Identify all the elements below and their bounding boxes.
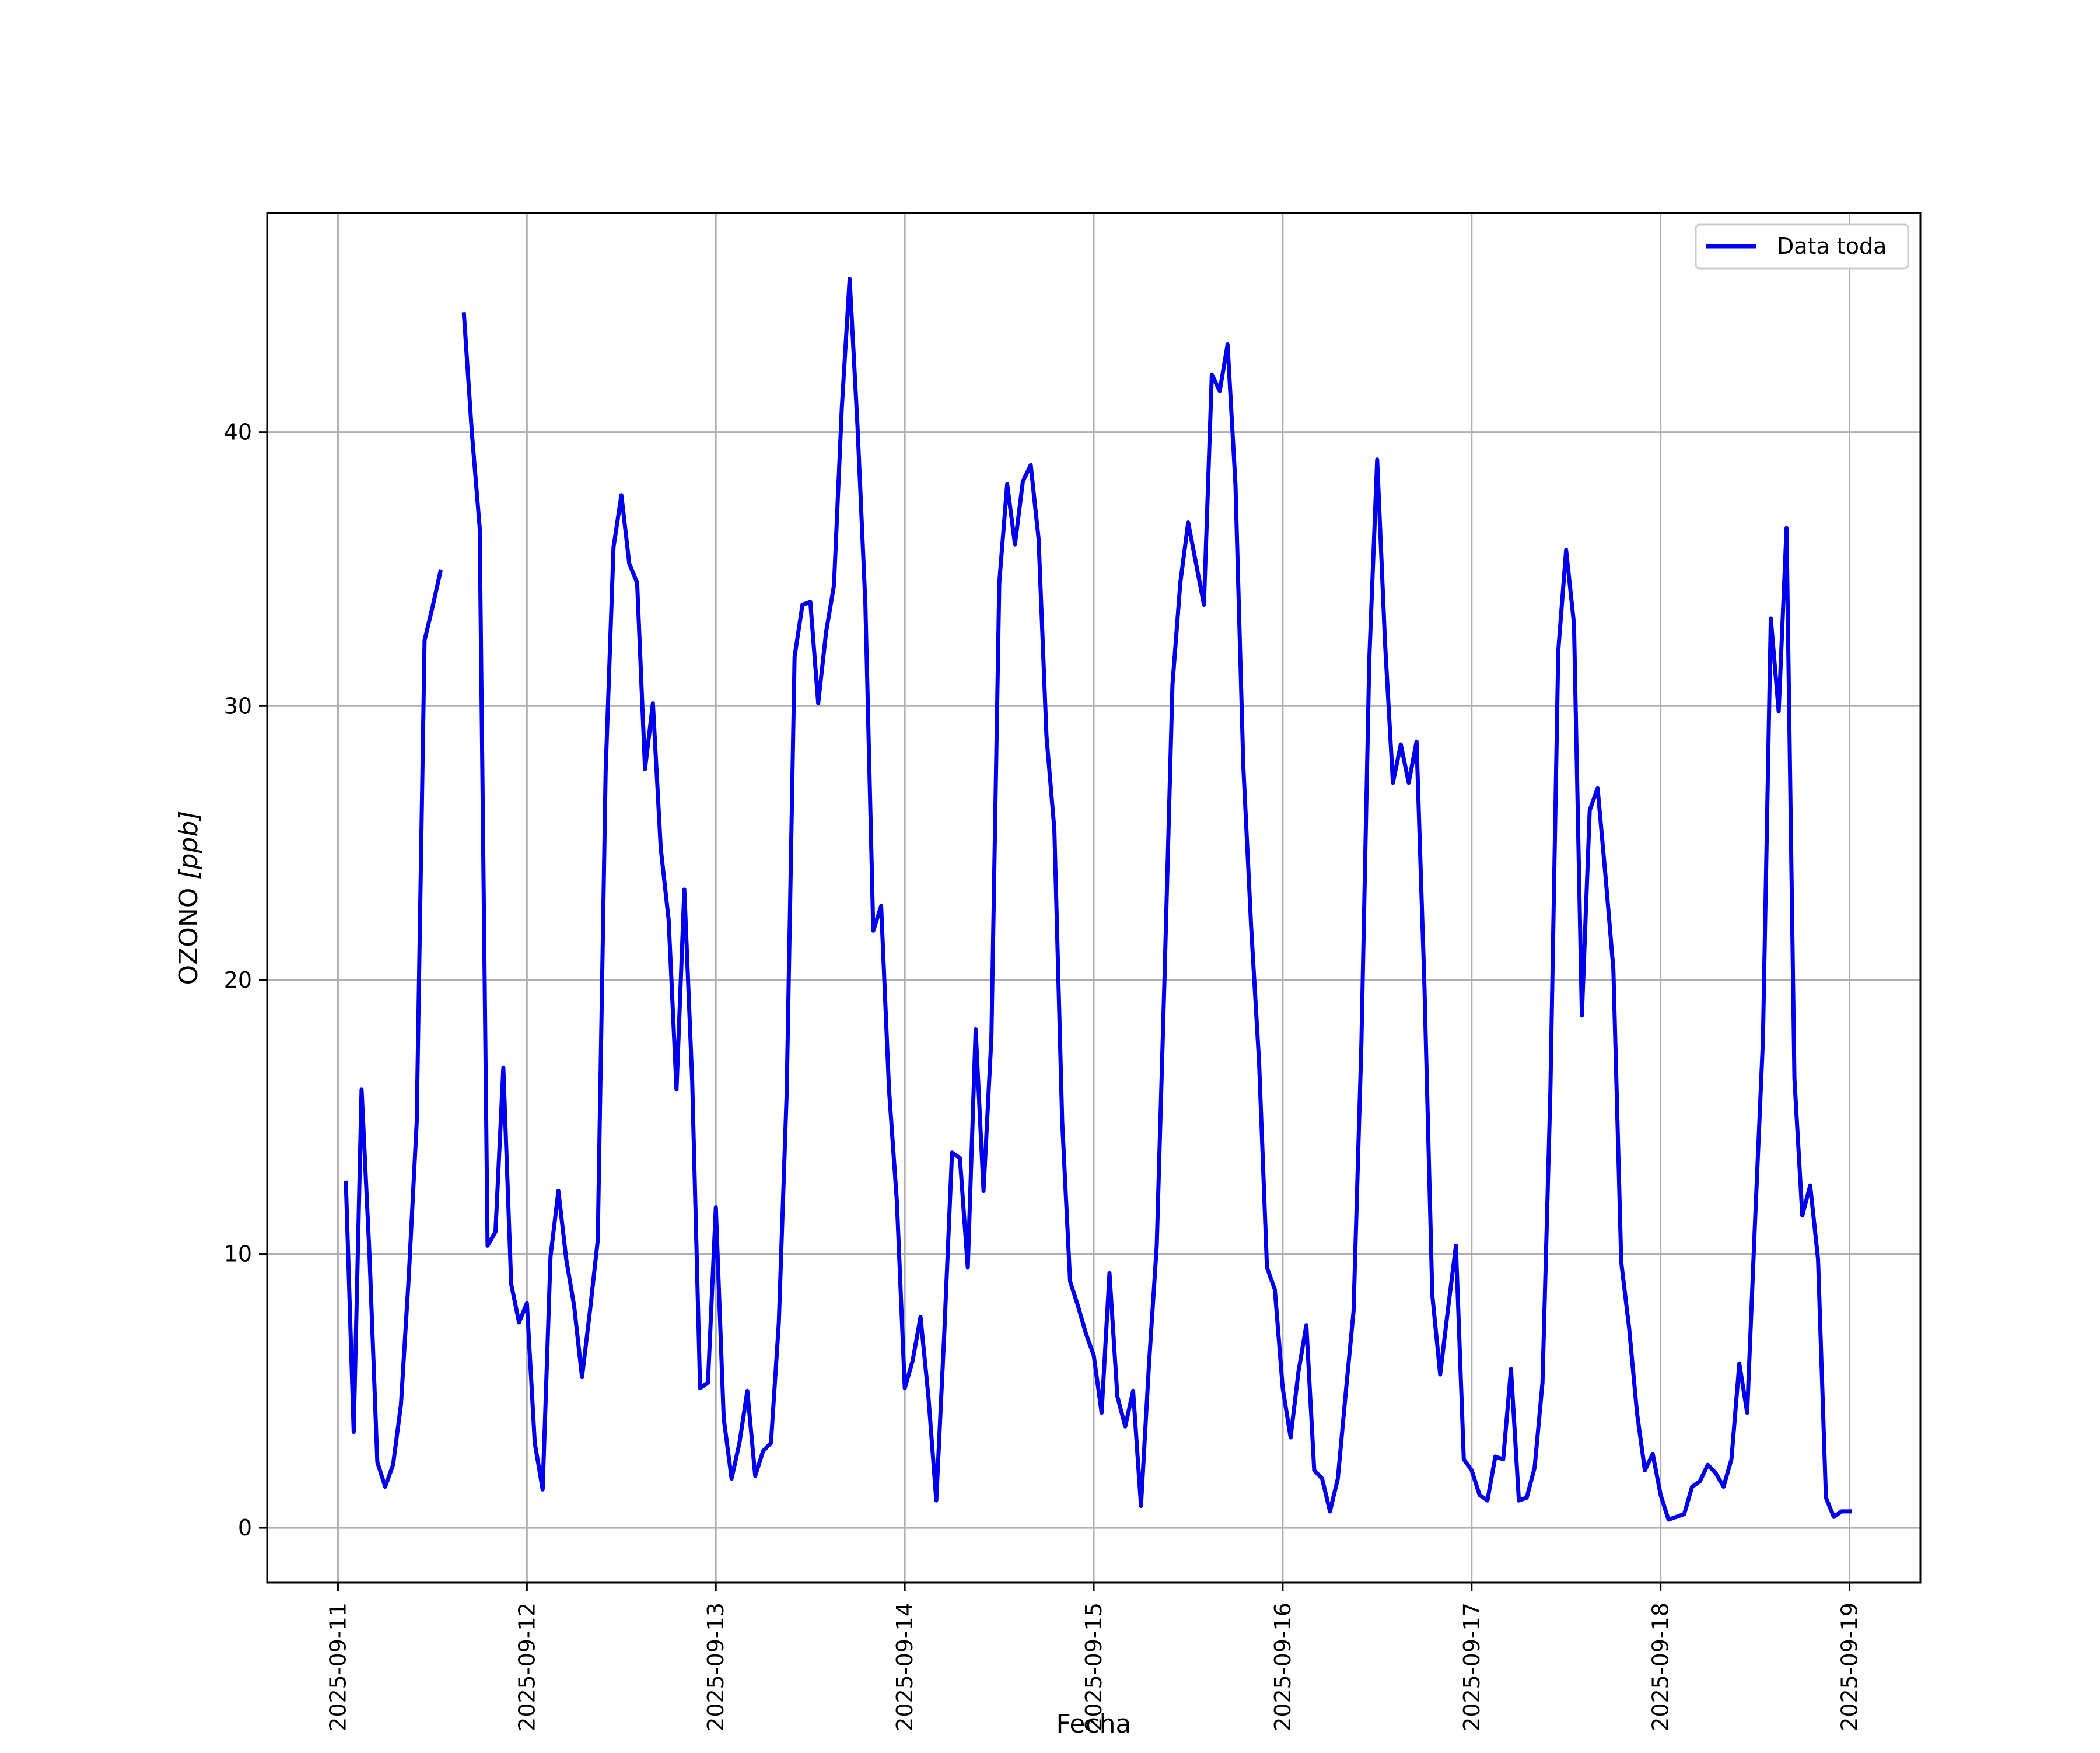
x-tick-label: 2025-09-15 — [1081, 1602, 1107, 1731]
x-tick-label: 2025-09-12 — [514, 1602, 540, 1731]
series-layer — [344, 277, 1852, 1522]
legend-label-data-toda: Data toda — [1777, 233, 1887, 259]
x-tick-label: 2025-09-17 — [1459, 1602, 1485, 1731]
legend: Data toda — [1695, 223, 1909, 270]
x-axis: 2025-09-11 2025-09-12 2025-09-13 2025-09-14… — [325, 1583, 1863, 1731]
y-axis: 0 10 20 30 40 — [224, 419, 267, 1541]
y-tick-label: 40 — [224, 419, 252, 445]
x-axis-label: Fecha — [1056, 1709, 1131, 1739]
x-tick-label: 2025-09-18 — [1648, 1602, 1674, 1731]
y-tick-label: 10 — [224, 1241, 252, 1266]
y-axis-label: OZONO [ppb] — [174, 810, 204, 985]
x-tick-label: 2025-09-16 — [1270, 1602, 1296, 1731]
legend-box — [1695, 223, 1909, 270]
y-axis-label-unit: [ppb] — [174, 810, 204, 879]
y-tick-label: 20 — [224, 967, 252, 993]
series-line-data-toda — [344, 569, 443, 1489]
x-tick-label: 2025-09-11 — [325, 1602, 351, 1731]
y-axis-label-main: OZONO — [174, 880, 204, 985]
y-tick-label: 30 — [224, 693, 252, 719]
x-tick-label: 2025-09-19 — [1837, 1602, 1863, 1731]
series-line-data-toda — [461, 277, 1852, 1522]
y-tick-label: 0 — [238, 1515, 252, 1541]
grid — [267, 213, 1920, 1583]
x-tick-label: 2025-09-13 — [703, 1602, 729, 1731]
x-tick-label: 2025-09-14 — [892, 1602, 918, 1731]
